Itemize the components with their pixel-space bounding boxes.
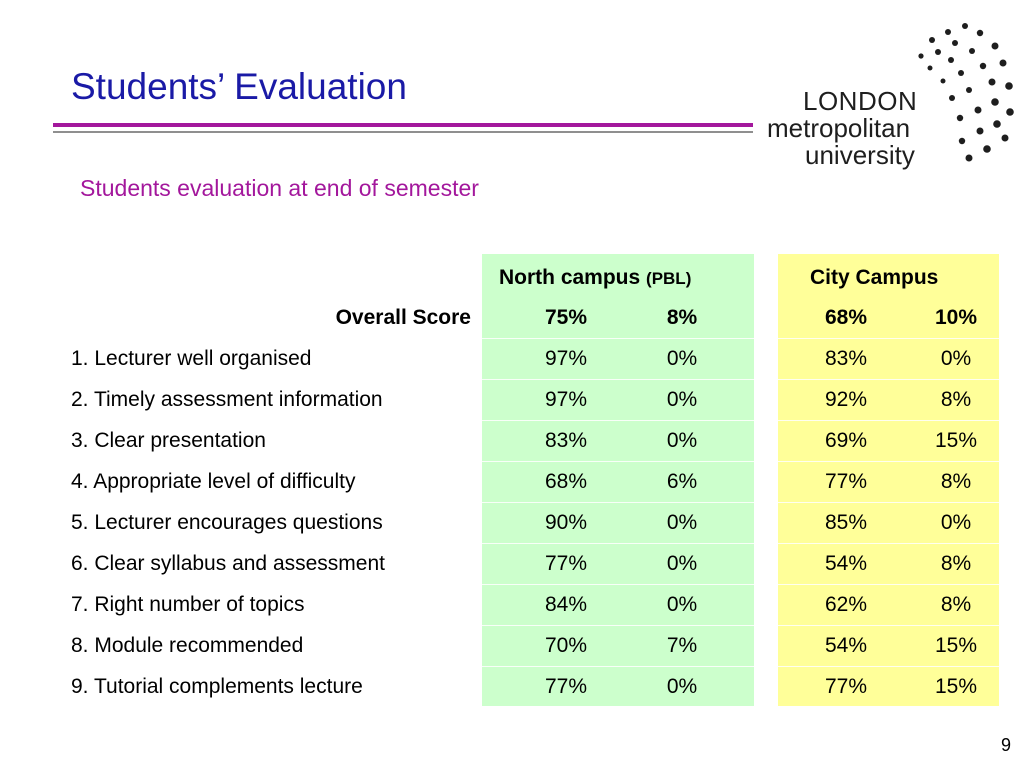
- city-value-2: 8%: [940, 470, 972, 493]
- row-separator: [778, 625, 999, 626]
- overall-score-label: Overall Score: [335, 306, 471, 329]
- row-separator: [482, 666, 754, 667]
- north-value-2: 0%: [666, 511, 698, 534]
- logo-line-metropolitan: metropolitan: [767, 113, 911, 143]
- north-campus-header: North campus (PBL): [499, 266, 691, 290]
- city-value-1: 77%: [824, 470, 868, 493]
- overall-north-value-1: 75%: [544, 306, 588, 329]
- north-value-1: 97%: [544, 347, 588, 370]
- city-value-1: 54%: [824, 552, 868, 575]
- city-value-2: 0%: [940, 347, 972, 370]
- row-separator: [778, 461, 999, 462]
- table-row: 3. Clear presentation 83% 0% 69% 15%: [60, 421, 1000, 462]
- logo-dots-icon: [918, 23, 1014, 162]
- overall-city-value-1: 68%: [824, 306, 868, 329]
- criterion-label: 5. Lecturer encourages questions: [71, 511, 383, 534]
- criterion-label: 1. Lecturer well organised: [71, 347, 312, 370]
- city-value-2: 0%: [940, 511, 972, 534]
- city-value-2: 8%: [940, 388, 972, 411]
- north-value-2: 7%: [666, 634, 698, 657]
- row-separator: [482, 543, 754, 544]
- north-value-2: 0%: [666, 388, 698, 411]
- title-underline-purple: [53, 123, 753, 127]
- row-separator: [778, 338, 999, 339]
- north-value-1: 77%: [544, 675, 588, 698]
- row-separator: [778, 379, 999, 380]
- row-separator: [778, 666, 999, 667]
- north-value-2: 6%: [666, 470, 698, 493]
- page-number: 9: [1001, 735, 1012, 755]
- criterion-label: 7. Right number of topics: [71, 593, 305, 616]
- north-campus-header-note: (PBL): [646, 269, 692, 288]
- logo-line-university: university: [805, 140, 915, 170]
- table-row: 8. Module recommended 70% 7% 54% 15%: [60, 626, 1000, 667]
- slide-title: Students’ Evaluation: [71, 66, 407, 107]
- row-separator: [482, 338, 754, 339]
- table-row: 4. Appropriate level of difficulty 68% 6% 7…: [60, 462, 1000, 503]
- north-value-1: 68%: [544, 470, 588, 493]
- table-row: 7. Right number of topics 84% 0% 62% 8%: [60, 585, 1000, 626]
- city-value-1: 62%: [824, 593, 868, 616]
- north-value-2: 0%: [666, 675, 698, 698]
- row-separator: [778, 420, 999, 421]
- title-underline-grey: [53, 131, 753, 133]
- city-value-1: 54%: [824, 634, 868, 657]
- city-value-1: 85%: [824, 511, 868, 534]
- north-value-1: 97%: [544, 388, 588, 411]
- city-campus-header: City Campus: [810, 266, 939, 289]
- criterion-label: 3. Clear presentation: [71, 429, 266, 452]
- north-value-2: 0%: [666, 347, 698, 370]
- north-value-2: 0%: [666, 552, 698, 575]
- city-value-2: 8%: [940, 593, 972, 616]
- table-row: 2. Timely assessment information 97% 0% 92%…: [60, 380, 1000, 421]
- north-value-1: 77%: [544, 552, 588, 575]
- north-value-1: 83%: [544, 429, 588, 452]
- table-row-overall: Overall Score 75% 8% 68% 10%: [60, 298, 1000, 339]
- table-row: 1. Lecturer well organised 97% 0% 83% 0%: [60, 339, 1000, 380]
- criterion-label: 4. Appropriate level of difficulty: [71, 470, 356, 493]
- city-value-2: 15%: [934, 634, 978, 657]
- row-separator: [482, 625, 754, 626]
- north-value-1: 84%: [544, 593, 588, 616]
- city-value-1: 83%: [824, 347, 868, 370]
- north-campus-panel: [482, 254, 754, 706]
- north-value-2: 0%: [666, 593, 698, 616]
- criterion-label: 8. Module recommended: [71, 634, 304, 657]
- logo-line-london: LONDON: [803, 86, 918, 116]
- city-value-2: 15%: [934, 429, 978, 452]
- table-row: 9. Tutorial complements lecture 77% 0% 77% 1…: [60, 667, 1000, 708]
- city-value-2: 15%: [934, 675, 978, 698]
- row-separator: [778, 584, 999, 585]
- row-separator: [482, 707, 754, 708]
- row-separator: [482, 379, 754, 380]
- table-row: 6. Clear syllabus and assessment 77% 0% 54%…: [60, 544, 1000, 585]
- row-separator: [482, 502, 754, 503]
- criterion-label: 6. Clear syllabus and assessment: [71, 552, 385, 575]
- row-separator: [482, 461, 754, 462]
- overall-north-value-2: 8%: [666, 306, 698, 329]
- university-logo: LONDON metropolitan university: [755, 18, 1015, 178]
- row-separator: [482, 420, 754, 421]
- row-separator: [482, 584, 754, 585]
- north-campus-header-label: North campus: [499, 266, 641, 289]
- city-value-1: 92%: [824, 388, 868, 411]
- overall-city-value-2: 10%: [934, 306, 978, 329]
- slide-subtitle: Students evaluation at end of semester: [80, 175, 479, 201]
- north-value-1: 90%: [544, 511, 588, 534]
- criterion-label: 2. Timely assessment information: [71, 388, 383, 411]
- city-value-2: 8%: [940, 552, 972, 575]
- row-separator: [778, 707, 999, 708]
- criterion-label: 9. Tutorial complements lecture: [71, 675, 363, 698]
- city-value-1: 69%: [824, 429, 868, 452]
- row-separator: [778, 502, 999, 503]
- city-campus-panel: [778, 254, 999, 706]
- table-row: 5. Lecturer encourages questions 90% 0% 85%…: [60, 503, 1000, 544]
- north-value-2: 0%: [666, 429, 698, 452]
- city-value-1: 77%: [824, 675, 868, 698]
- row-separator: [778, 543, 999, 544]
- north-value-1: 70%: [544, 634, 588, 657]
